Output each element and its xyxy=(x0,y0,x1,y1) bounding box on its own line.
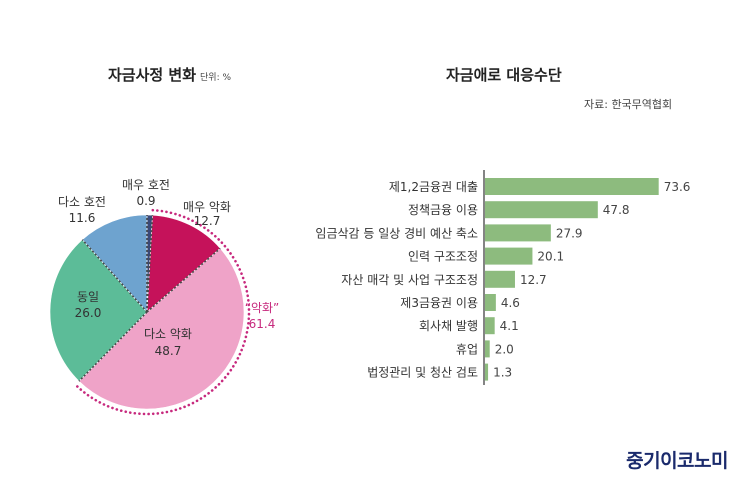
bar-category-label: 인력 구조조정 xyxy=(408,250,478,264)
pie-separator xyxy=(78,311,148,382)
pie-separator xyxy=(146,247,221,313)
pie-slice xyxy=(146,214,221,313)
pie-value: 11.6 xyxy=(69,211,96,225)
pie-slice xyxy=(49,239,148,382)
bar-category-label: 휴업 xyxy=(456,342,478,356)
bar xyxy=(485,317,495,335)
brand-logo: 중기이코노미 xyxy=(626,450,728,472)
bar-value-label: 27.9 xyxy=(556,226,583,240)
pie-unit-label: 단위: % xyxy=(200,73,232,83)
pie-slice xyxy=(78,247,245,410)
pie-label: 동일 xyxy=(77,290,99,304)
bar-category-label: 제1,2금융권 대출 xyxy=(389,180,478,194)
bar xyxy=(485,363,489,381)
bar-category-label: 제3금융권 이용 xyxy=(400,296,478,310)
bar xyxy=(485,294,496,311)
bar-category-label: 회사채 발행 xyxy=(419,318,478,333)
pie-separator xyxy=(81,239,148,313)
source-note: 자료: 한국무역협회 xyxy=(584,98,673,111)
pie-label: 다소 호전 xyxy=(58,195,106,209)
pie-chart-title: 자금사정 변화 단위: % xyxy=(108,64,231,85)
bar xyxy=(485,340,490,358)
bar-category-label: 임금삭감 등 일상 경비 예산 축소 xyxy=(315,226,478,240)
bar-category-label: 법정관리 및 청산 검토 xyxy=(367,366,478,380)
bar xyxy=(485,247,533,265)
bar-value-label: 1.3 xyxy=(493,366,512,380)
bar xyxy=(485,224,551,242)
bar-value-label: 4.6 xyxy=(501,296,520,310)
pie-label: 매우 호전 xyxy=(122,178,170,192)
pie-label: 다소 악화 xyxy=(144,327,192,341)
bar-category-label: 자산 매각 및 사업 구조조정 xyxy=(341,273,478,287)
bar-value-label: 4.1 xyxy=(500,319,519,333)
bar xyxy=(485,201,598,219)
pie-value: 26.0 xyxy=(75,306,102,320)
bar xyxy=(485,270,515,288)
pie-label: 매우 악화 xyxy=(183,200,231,214)
pie-title-text: 자금사정 변화 xyxy=(108,66,197,84)
pie-annotation-value: 61.4 xyxy=(249,317,276,331)
pie-separator xyxy=(146,215,154,313)
pie-value: 12.7 xyxy=(194,214,221,228)
pie-worse-arc xyxy=(74,208,251,416)
pie-value: 0.9 xyxy=(136,194,155,208)
pie-value: 48.7 xyxy=(155,344,182,358)
bar xyxy=(485,178,659,195)
bar-value-label: 47.8 xyxy=(603,203,630,217)
bar-chart-title: 자금애로 대응수단 xyxy=(446,66,562,84)
pie-annotation-label: “악화” xyxy=(245,301,280,315)
bar-category-label: 정책금융 이용 xyxy=(408,202,478,217)
bar-value-label: 2.0 xyxy=(495,342,514,356)
pie-slice xyxy=(81,214,148,313)
bar-value-label: 73.6 xyxy=(664,180,691,194)
bar-value-label: 20.1 xyxy=(537,250,564,264)
bar-value-label: 12.7 xyxy=(520,273,547,287)
